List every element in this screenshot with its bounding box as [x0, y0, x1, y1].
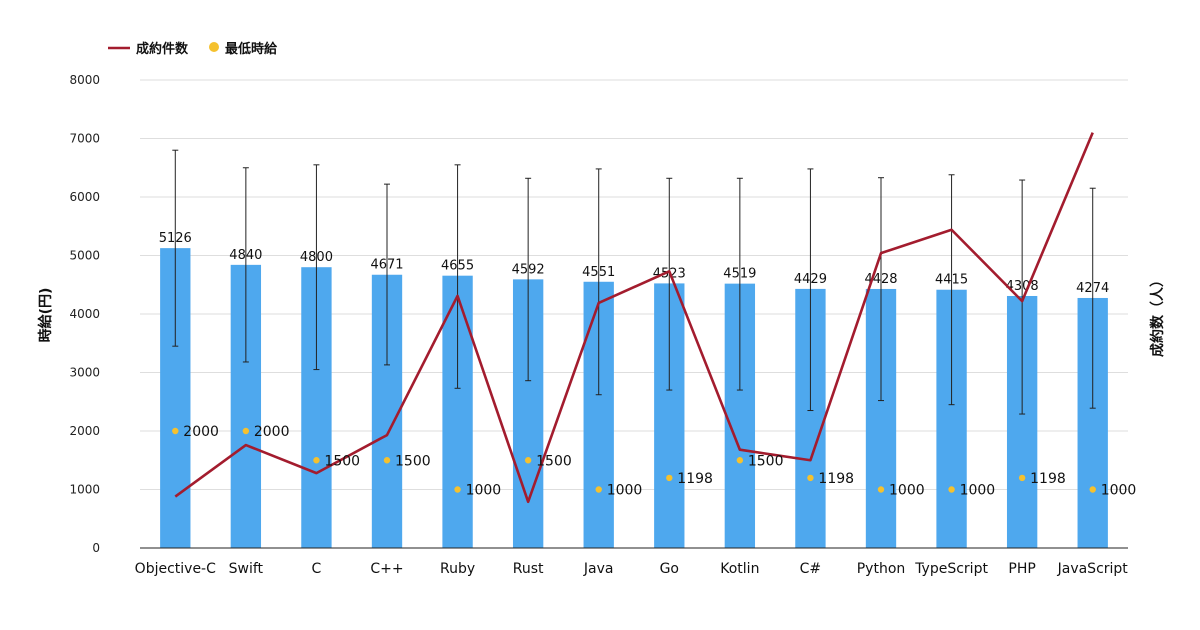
error-bars [172, 149, 1096, 415]
bar-value-label: 5126 [159, 231, 192, 246]
legend-dot-swatch [209, 42, 219, 52]
category-label: TypeScript [914, 561, 988, 577]
dot-value-label: 1000 [1101, 483, 1137, 499]
dot-data-labels: 2000 2000 1500 1500 1000 1500 1000 1198 1500 1198… [183, 424, 1136, 499]
category-label: Ruby [440, 561, 475, 577]
bar-value-label: 4519 [723, 267, 756, 282]
dot-value-label: 1000 [466, 483, 502, 499]
dot-point [736, 457, 744, 464]
dot-value-label: 1500 [395, 453, 431, 469]
category-label: Python [857, 561, 906, 577]
category-label: Rust [513, 561, 544, 577]
dot-point [595, 486, 602, 493]
category-label: C [312, 561, 322, 577]
legend-line-label: 成約件数 [136, 41, 189, 57]
dot-point [1089, 486, 1096, 493]
dot-value-label: 1000 [607, 483, 643, 499]
bars [160, 248, 1108, 548]
dot-point [666, 474, 673, 482]
category-label: Java [583, 561, 614, 577]
legend: 成約件数 最低時給 [108, 41, 278, 57]
dot-value-label: 2000 [183, 424, 219, 440]
category-label: C# [800, 561, 822, 577]
dot-value-label: 1500 [536, 453, 572, 469]
dot-point [242, 427, 250, 435]
line-path [174, 132, 1094, 504]
y-tick-label: 2000 [69, 424, 100, 438]
category-label: Kotlin [720, 561, 759, 577]
y-tick-label: 0 [92, 541, 100, 555]
y-right-axis-title: 成約数（人） [1149, 273, 1166, 357]
y-tick-label: 1000 [69, 483, 100, 497]
category-label: C++ [370, 561, 403, 577]
bar-value-label: 4592 [512, 262, 545, 277]
dot-value-label: 1000 [889, 483, 925, 499]
dot-value-label: 1198 [818, 471, 854, 487]
category-label: Swift [229, 561, 264, 577]
y-tick-label: 6000 [69, 190, 100, 204]
dot-value-label: 2000 [254, 424, 290, 440]
legend-dot-label: 最低時給 [225, 41, 278, 57]
bar-value-label: 4551 [582, 265, 615, 280]
bar-value-label: 4429 [794, 272, 827, 287]
y-tick-label: 3000 [69, 366, 100, 380]
y-tick-label: 5000 [69, 249, 100, 263]
line-series [174, 132, 1094, 504]
y-tick-label: 4000 [69, 307, 100, 321]
y-tick-label: 8000 [69, 73, 100, 87]
dot-value-label: 1000 [960, 483, 996, 499]
dot-point [313, 457, 320, 464]
dot-value-label: 1198 [677, 471, 713, 487]
y-left-axis-title: 時給(円) [37, 288, 54, 343]
dot-point [1018, 474, 1026, 482]
bar-value-label: 4800 [300, 250, 333, 265]
bar-value-label: 4308 [1006, 279, 1039, 294]
category-labels: Objective-C Swift C C++ Ruby Rust Java Go Kotlin… [135, 561, 1129, 577]
y-axis-ticks: 0 1000 2000 3000 4000 5000 6000 7000 8000 [69, 73, 100, 555]
category-label: Go [660, 561, 679, 577]
dot-point [172, 427, 179, 435]
dot-value-label: 1500 [324, 453, 360, 469]
dot-series [172, 427, 1096, 493]
dot-point [948, 486, 955, 493]
dot-point [454, 486, 461, 493]
dot-point [524, 457, 532, 464]
bar-value-label: 4655 [441, 259, 474, 274]
bar-value-label: 4671 [370, 258, 403, 273]
dot-point [877, 486, 885, 493]
category-label: JavaScript [1057, 561, 1129, 577]
dot-value-label: 1500 [748, 453, 784, 469]
dot-point [807, 474, 814, 482]
dot-point [383, 457, 391, 464]
bar-value-label: 4840 [229, 248, 262, 263]
bar-value-label: 4415 [935, 273, 968, 288]
category-label: Objective-C [135, 561, 216, 577]
dot-value-label: 1198 [1030, 471, 1066, 487]
y-tick-label: 7000 [69, 132, 100, 146]
category-label: PHP [1008, 561, 1035, 577]
bar-value-label: 4274 [1076, 281, 1109, 296]
